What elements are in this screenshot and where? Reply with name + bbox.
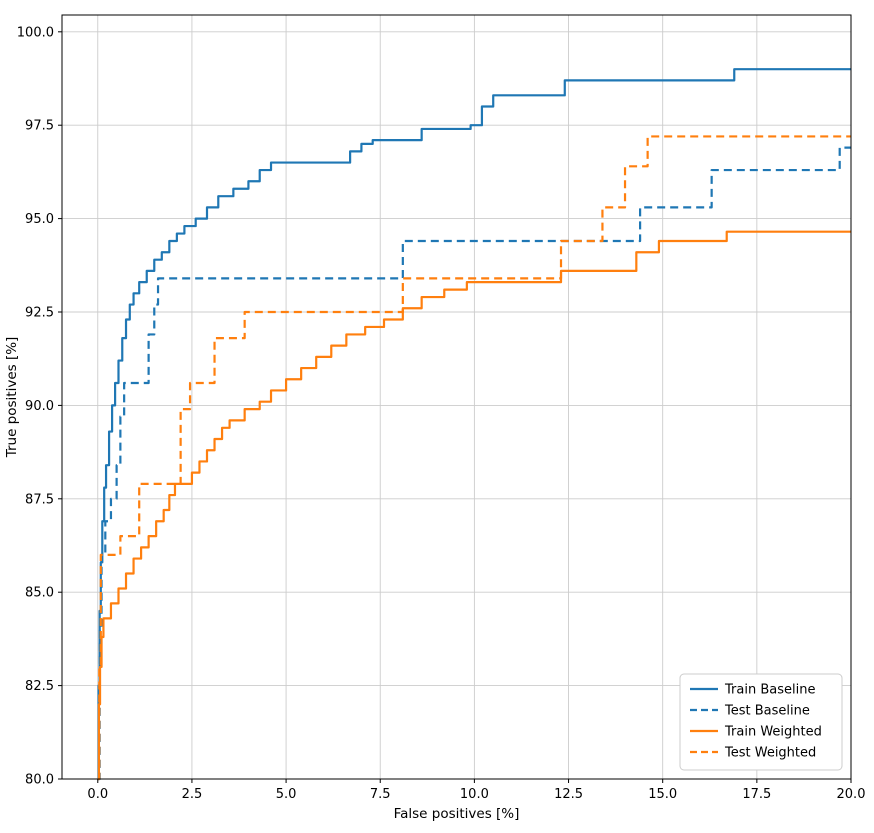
legend-label: Test Weighted (724, 746, 816, 761)
x-tick-label: 17.5 (742, 787, 771, 802)
legend-item-test-baseline: Test Baseline (690, 704, 810, 719)
x-tick-label: 12.5 (554, 787, 583, 802)
x-tick-label: 10.0 (460, 787, 489, 802)
series-train-baseline (97, 68, 851, 781)
x-tick-label: 2.5 (182, 787, 203, 802)
y-tick-label: 92.5 (25, 306, 54, 321)
legend-label: Train Baseline (724, 683, 815, 698)
plot-border (61, 14, 852, 780)
y-tick-label: 90.0 (25, 399, 54, 414)
legend-label: Test Baseline (724, 704, 810, 719)
legend-label: Train Weighted (724, 725, 822, 740)
y-axis: 80.0 82.5 85.0 87.5 90.0 92.5 95.0 97.5 100.0 (17, 25, 62, 788)
series-train-weighted (97, 230, 851, 781)
y-tick-label: 82.5 (25, 679, 54, 694)
y-tick-label: 97.5 (25, 119, 54, 134)
x-axis-label: False positives [%] (394, 806, 520, 822)
y-tick-label: 85.0 (25, 586, 54, 601)
y-tick-label: 80.0 (25, 773, 54, 788)
series-group (97, 68, 851, 781)
series-test-baseline (97, 146, 851, 781)
x-axis: 0.0 2.5 5.0 7.5 10.0 12.5 15.0 17.5 20.0 (87, 779, 865, 802)
x-tick-label: 15.0 (648, 787, 677, 802)
x-tick-label: 0.0 (87, 787, 108, 802)
grid-lines (62, 15, 852, 780)
legend: Train Baseline Test Baseline Train Weighte… (679, 673, 843, 771)
legend-item-train-baseline: Train Baseline (690, 683, 815, 698)
x-tick-label: 7.5 (370, 787, 391, 802)
x-tick-label: 5.0 (276, 787, 297, 802)
y-axis-label: True positives [%] (4, 337, 20, 459)
series-test-weighted (97, 135, 851, 781)
legend-item-train-weighted: Train Weighted (690, 725, 822, 740)
y-tick-label: 100.0 (17, 25, 54, 40)
y-tick-label: 87.5 (25, 492, 54, 507)
y-tick-label: 95.0 (25, 212, 54, 227)
legend-frame (679, 673, 843, 771)
legend-item-test-weighted: Test Weighted (690, 746, 816, 761)
x-tick-label: 20.0 (837, 787, 866, 802)
